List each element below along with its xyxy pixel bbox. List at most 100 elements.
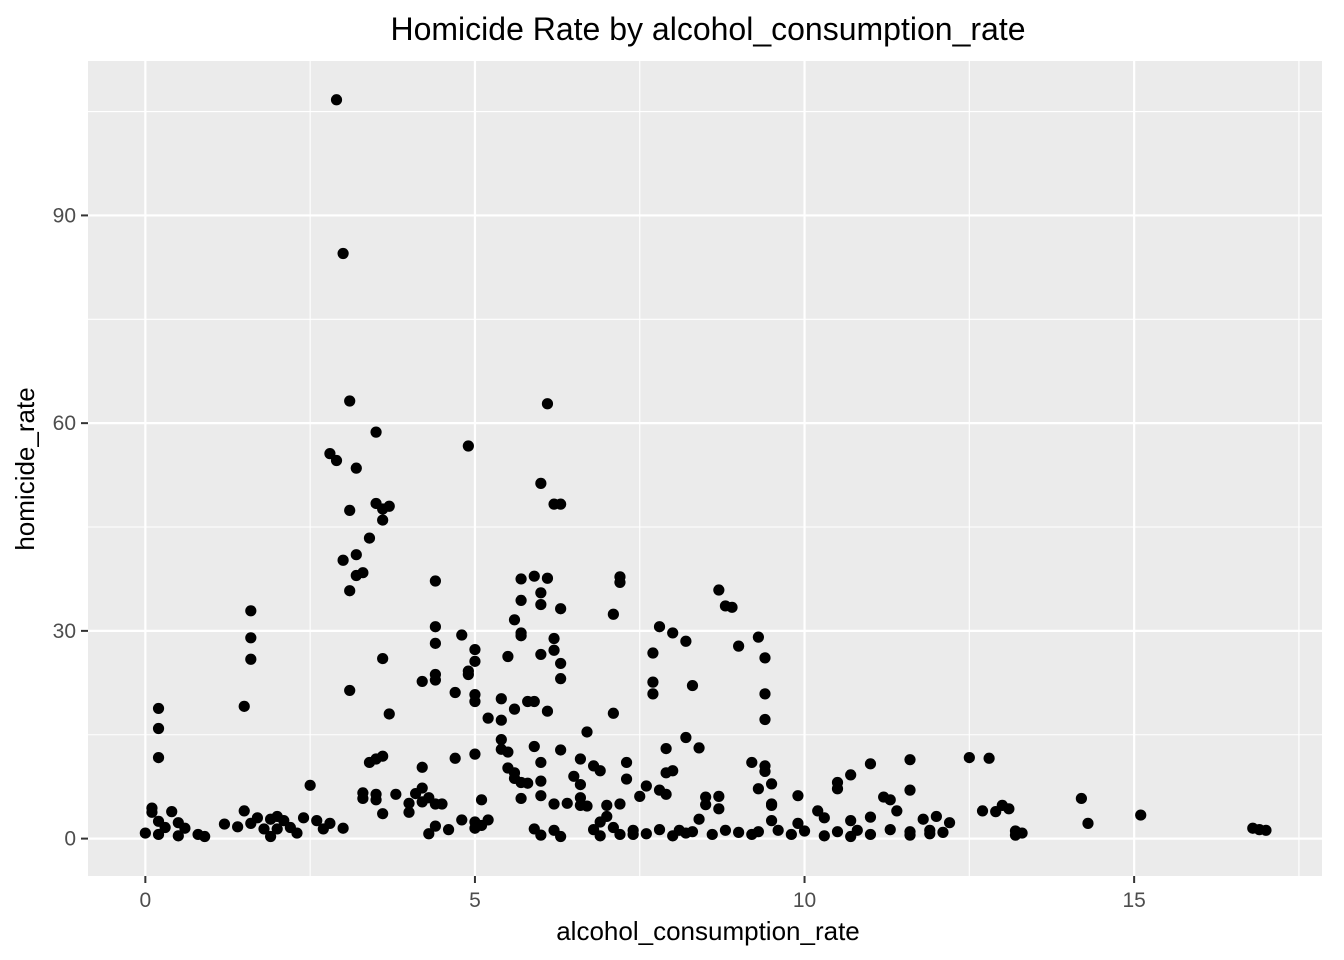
data-point: [166, 806, 178, 818]
data-point: [502, 650, 514, 663]
data-point: [462, 440, 474, 452]
data-point: [561, 797, 573, 809]
data-point: [594, 830, 606, 842]
data-point: [245, 653, 257, 665]
data-point: [429, 637, 441, 649]
data-point: [884, 794, 896, 806]
data-point: [614, 798, 626, 810]
data-point: [765, 799, 778, 811]
data-point: [601, 810, 613, 823]
minor-gridlines: [88, 61, 1322, 876]
data-point: [469, 655, 481, 667]
data-point: [891, 805, 903, 817]
data-point: [660, 742, 672, 755]
data-point: [429, 575, 441, 587]
data-point: [620, 756, 633, 769]
data-point: [337, 554, 349, 566]
data-point: [152, 722, 165, 735]
data-point: [963, 751, 975, 764]
data-point: [541, 705, 554, 717]
data-point: [930, 810, 942, 823]
data-point: [640, 780, 652, 792]
data-point: [423, 828, 435, 840]
data-point: [199, 830, 211, 843]
data-point: [904, 829, 916, 841]
data-point: [245, 632, 257, 644]
data-point: [330, 94, 343, 106]
data-point: [403, 806, 415, 818]
data-point: [917, 813, 929, 825]
data-point: [706, 828, 718, 841]
data-point: [515, 792, 527, 805]
data-point: [502, 746, 514, 758]
data-point: [864, 828, 877, 841]
data-point: [535, 648, 547, 661]
data-point: [245, 817, 257, 829]
data-point: [495, 693, 507, 705]
data-point: [528, 570, 540, 582]
data-point: [469, 643, 481, 656]
data-point: [416, 675, 428, 688]
data-point: [937, 826, 949, 838]
data-point: [818, 812, 830, 824]
data-point: [469, 695, 481, 708]
data-point: [845, 815, 857, 827]
y-tick-label: 90: [53, 204, 76, 227]
data-point: [759, 713, 771, 726]
data-point: [344, 395, 356, 407]
x-tick-label: 5: [469, 889, 481, 912]
data-point: [607, 821, 619, 834]
data-point: [1009, 829, 1022, 841]
data-point: [924, 828, 936, 840]
data-point: [350, 549, 362, 561]
data-point: [733, 826, 745, 838]
data-point: [522, 777, 534, 789]
data-point: [765, 778, 778, 790]
data-point: [548, 644, 560, 656]
data-point: [535, 829, 547, 841]
data-point: [429, 621, 441, 633]
data-point: [152, 702, 165, 715]
data-point: [548, 798, 560, 810]
data-points: [139, 94, 1272, 843]
data-point: [1260, 824, 1272, 836]
data-point: [653, 621, 666, 633]
data-point: [482, 712, 494, 724]
data-point: [475, 794, 488, 806]
data-point: [719, 824, 732, 836]
data-point: [363, 532, 376, 544]
data-point: [429, 820, 441, 832]
x-tick-label: 0: [140, 889, 152, 912]
data-point: [337, 822, 349, 834]
data-point: [746, 756, 758, 769]
data-point: [594, 765, 606, 777]
data-point: [864, 758, 877, 770]
data-point: [574, 778, 587, 791]
data-point: [620, 773, 633, 785]
data-point: [245, 605, 257, 617]
data-point: [818, 830, 830, 842]
data-point: [746, 828, 758, 841]
data-point: [713, 790, 725, 802]
data-point: [700, 799, 712, 811]
data-point: [555, 603, 567, 615]
data-point: [317, 823, 329, 835]
data-point: [990, 806, 1002, 818]
data-point: [713, 803, 725, 815]
data-point: [218, 818, 231, 830]
data-point: [798, 825, 811, 837]
data-point: [680, 827, 692, 839]
data-point: [508, 703, 521, 715]
data-point: [555, 830, 567, 843]
data-point: [528, 740, 540, 753]
data-point: [152, 828, 165, 841]
y-tick-label: 0: [64, 828, 76, 851]
data-point: [634, 790, 646, 802]
x-tick-label: 15: [1122, 889, 1145, 912]
data-point: [680, 635, 692, 647]
data-point: [429, 674, 441, 686]
data-point: [607, 707, 619, 719]
data-point: [304, 779, 316, 791]
data-point: [792, 817, 804, 829]
data-point: [291, 827, 303, 839]
